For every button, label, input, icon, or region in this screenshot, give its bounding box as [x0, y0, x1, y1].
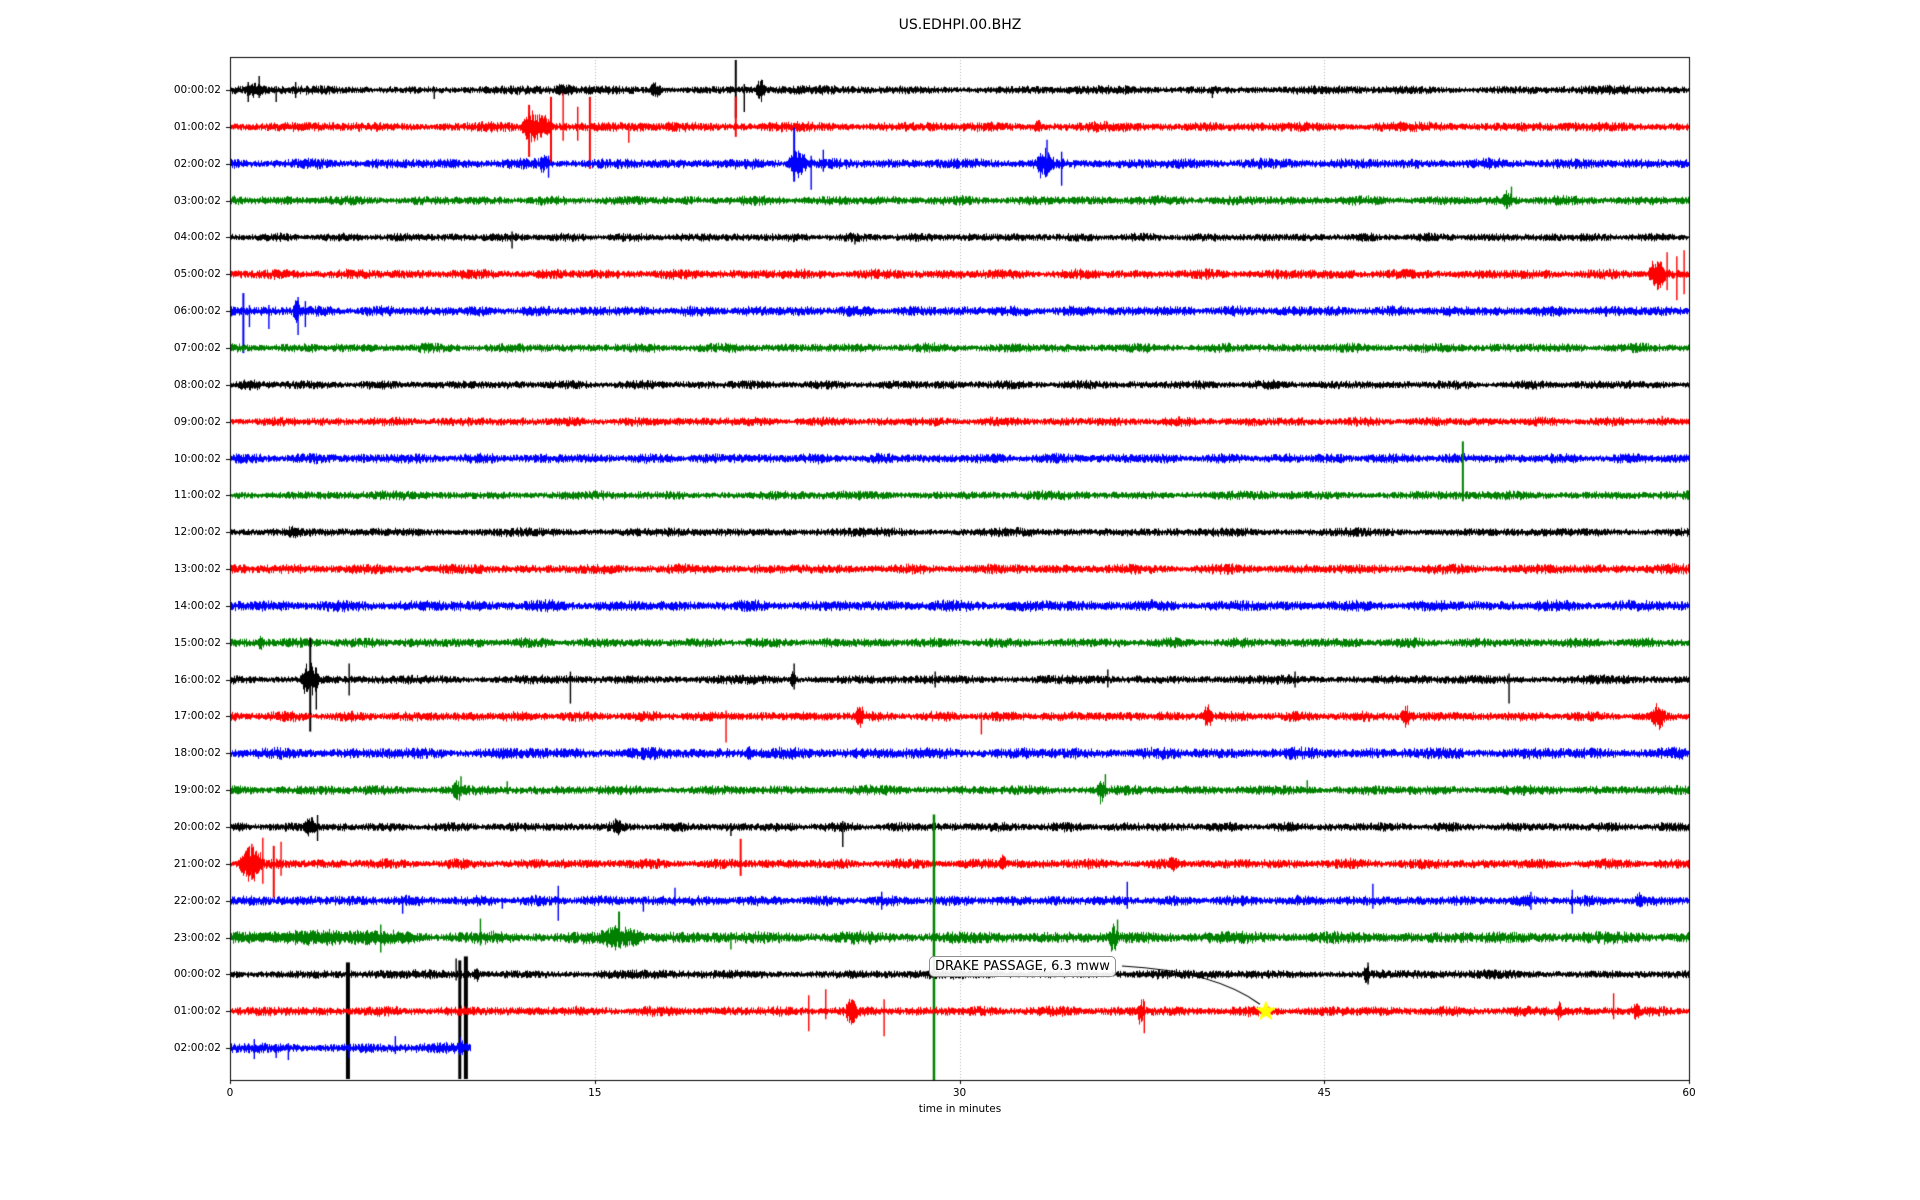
row-time-label: 07:00:02	[173, 341, 221, 354]
row-time-label: 09:00:02	[173, 415, 221, 428]
event-annotation: DRAKE PASSAGE, 6.3 mww	[929, 956, 1116, 977]
row-time-label: 00:00:02	[173, 84, 221, 96]
x-tick-label: 60	[1682, 1087, 1696, 1099]
row-time-label: 17:00:02	[173, 710, 221, 723]
row-time-label: 16:00:02	[173, 673, 221, 686]
x-tick-label: 0	[226, 1087, 234, 1099]
row-time-label: 12:00:02	[173, 526, 221, 539]
row-time-label: 19:00:02	[173, 784, 221, 797]
row-time-label: 01:00:02	[173, 1005, 221, 1018]
row-time-label: 21:00:02	[173, 857, 221, 870]
row-time-label: 11:00:02	[173, 489, 221, 502]
row-time-label: 14:00:02	[173, 599, 221, 612]
row-time-label: 03:00:02	[173, 194, 221, 207]
x-axis-label: time in minutes	[918, 1103, 1002, 1115]
row-time-label: 04:00:02	[173, 231, 221, 244]
row-time-label: 00:00:02	[173, 968, 221, 981]
row-time-label: 02:00:02	[173, 1042, 221, 1055]
row-time-label: 02:00:02	[173, 157, 221, 170]
row-time-label: 10:00:02	[173, 452, 221, 465]
x-tick-label: 30	[952, 1087, 967, 1099]
x-tick-label: 45	[1317, 1087, 1331, 1099]
row-time-label: 23:00:02	[173, 931, 221, 944]
row-time-label: 06:00:02	[173, 305, 221, 318]
row-time-label: 18:00:02	[173, 747, 221, 760]
row-time-label: 01:00:02	[173, 120, 221, 133]
row-time-label: 22:00:02	[173, 894, 221, 907]
row-time-label: 13:00:02	[173, 563, 221, 576]
row-time-label: 05:00:02	[173, 268, 221, 281]
plot-title: US.EDHPI.00.BHZ	[898, 17, 1022, 33]
row-time-label: 08:00:02	[173, 378, 221, 391]
row-time-label: 20:00:02	[173, 821, 221, 833]
x-tick-label: 15	[588, 1087, 602, 1099]
row-time-label: 15:00:02	[173, 636, 221, 649]
